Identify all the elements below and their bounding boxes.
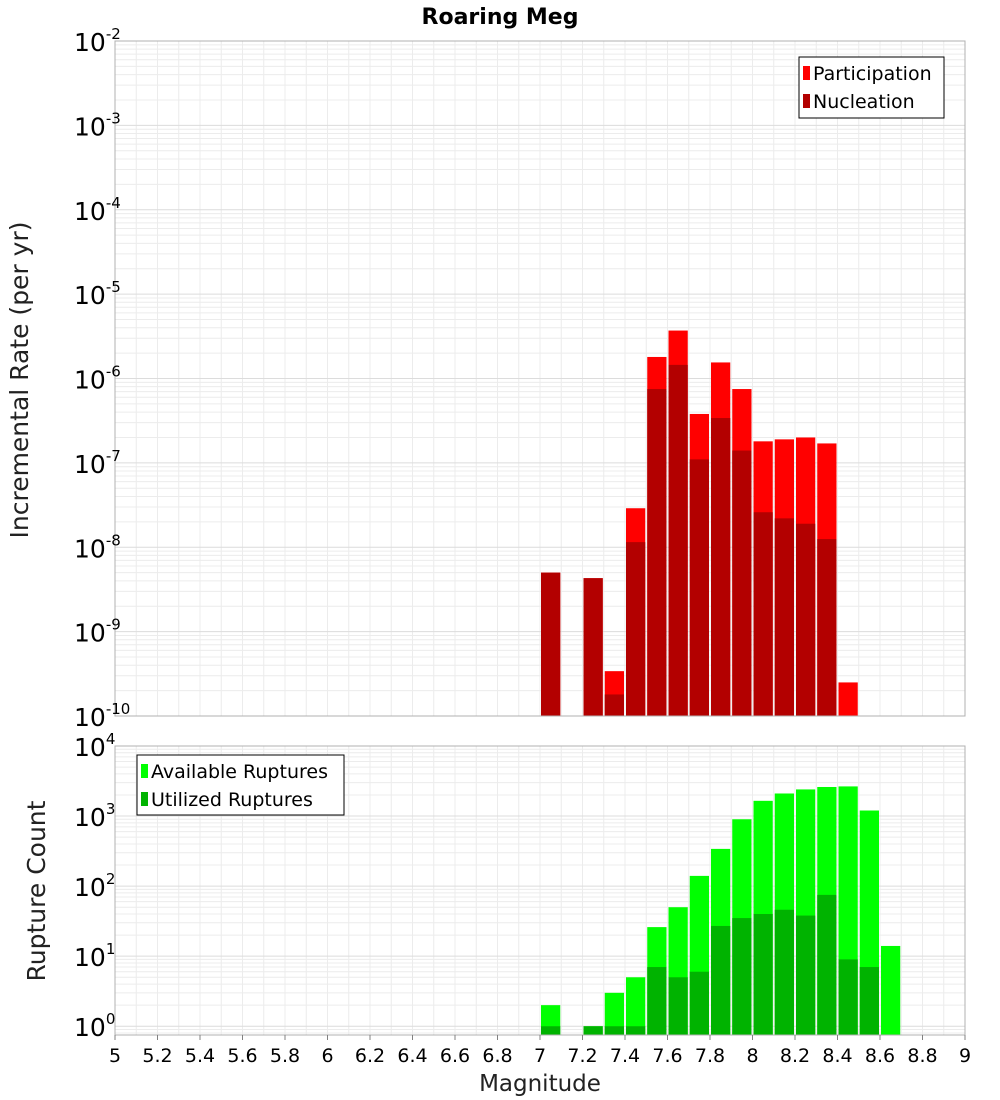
x-tick-label: 7.8 [695,1045,725,1067]
y-tick-label: 101 [74,940,115,972]
bar [689,459,709,716]
panel-2: 100 101 102 103 104 5 5.2 5.4 5.6 5.8 6 6.2 6.4 6.6 6.… [74,730,971,1067]
x-axis-label: Magnitude [479,1071,601,1097]
x-tick-label: 5.2 [142,1045,172,1067]
x-tick-labels: 5 5.2 5.4 5.6 5.8 6 6.2 6.4 6.6 6.8 7 7.2 7.4 7.6 7.8 8… [109,1035,971,1067]
x-tick-label: 8.2 [780,1045,810,1067]
y-tick-label: 10-10 [74,700,130,732]
bottom-y-axis-label: Rupture Count [22,800,51,981]
y-tick-label: 102 [74,870,115,902]
bar [689,971,709,1035]
bar [604,1026,624,1035]
bar [838,682,858,716]
series-1 [541,364,837,716]
x-tick-label: 6.8 [482,1045,512,1067]
bar [838,959,858,1035]
x-tick-label: 8.6 [865,1045,895,1067]
bar [626,1026,646,1035]
bar [881,945,901,1035]
series-1 [541,894,879,1035]
legend-box [798,56,945,119]
bar [626,542,646,716]
bar [647,967,667,1035]
x-tick-label: 9 [959,1045,971,1067]
bar [711,925,731,1035]
bar [859,967,879,1035]
bar [541,1026,561,1035]
bar [668,977,688,1035]
y-tick-label: 10-5 [74,278,121,310]
bar [774,518,794,716]
y-tick-label: 100 [74,1010,115,1042]
legend: Participation Nucleation [798,56,945,119]
x-tick-label: 6.6 [440,1045,470,1067]
bar [583,578,603,716]
chart-title: Roaring Meg [422,5,579,30]
legend-box [136,754,345,816]
legend: Available Ruptures Utilized Ruptures [136,754,345,816]
y-tick-label: 10-9 [74,616,121,648]
legend-entry: Participation [813,63,932,85]
y-tick-label: 10-8 [74,531,121,563]
x-tick-label: 6 [321,1045,333,1067]
x-tick-label: 8.8 [907,1045,937,1067]
y-tick-label: 103 [74,800,115,832]
bar [604,694,624,716]
top-y-axis-label: Incremental Rate (per yr) [5,222,34,539]
plot-frame [114,40,966,717]
x-tick-label: 7.4 [610,1045,640,1067]
bar [541,572,561,716]
grid-lines [114,40,966,717]
x-tick-label: 5 [109,1045,121,1067]
y-tick-label: 10-3 [74,109,121,141]
bar [583,1026,603,1035]
bar [796,915,816,1035]
bar [604,992,624,1035]
x-tick-label: 7.6 [652,1045,682,1067]
x-tick-label: 5.6 [227,1045,257,1067]
bar [732,918,752,1035]
bar [753,512,773,716]
bar [647,389,667,716]
bar [817,539,837,716]
legend-entry: Nucleation [813,91,915,113]
x-tick-label: 6.2 [355,1045,385,1067]
bar [668,364,688,716]
y-tick-label: 10-2 [74,25,121,57]
bar [626,977,646,1035]
y-tick-label: 10-6 [74,363,121,395]
y-tick-label: 10-4 [74,194,121,226]
legend-swatch [141,764,148,778]
bar [817,894,837,1035]
bar [753,914,773,1035]
bar [774,909,794,1035]
legend-entry: Utilized Ruptures [151,789,313,811]
x-tick-label: 5.4 [185,1045,215,1067]
x-tick-label: 5.8 [270,1045,300,1067]
x-tick-label: 7.2 [567,1045,597,1067]
legend-entry: Available Ruptures [151,761,328,783]
panel-1: 10-10 10-9 10-8 10-7 10-6 10-5 10-4 10-3 10-2 Par… [74,25,966,732]
x-tick-label: 8 [746,1045,758,1067]
legend-swatch [803,94,810,108]
x-tick-label: 7 [534,1045,546,1067]
y-tick-label: 104 [74,730,115,762]
legend-swatch [141,792,148,806]
x-tick-label: 8.4 [822,1045,852,1067]
x-tick-label: 6.4 [397,1045,427,1067]
bar [711,418,731,716]
bar [732,450,752,716]
y-tick-label: 10-7 [74,447,121,479]
legend-swatch [803,66,810,80]
bar [796,523,816,716]
